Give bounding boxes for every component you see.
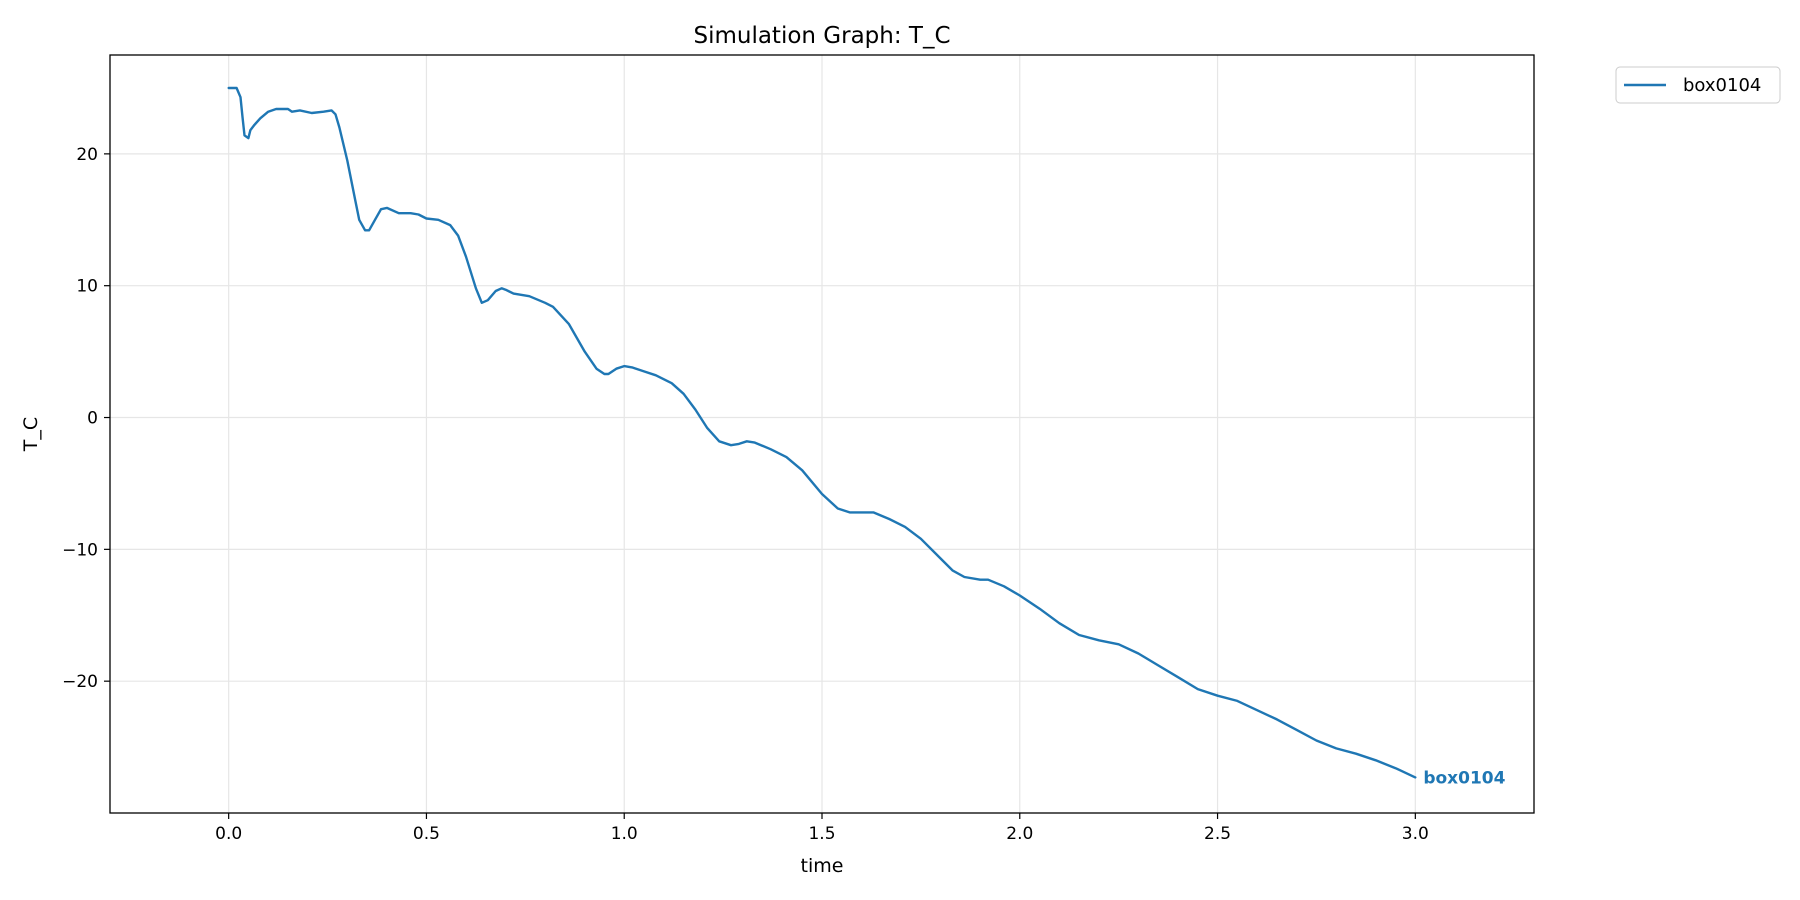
- series-layer: box0104: [227, 86, 1506, 788]
- x-tick-label: 3.0: [1402, 824, 1429, 844]
- y-tick-label: 0: [87, 409, 98, 429]
- x-tick-label: 1.5: [808, 824, 835, 844]
- axis-ticks: 0.0 0.5 1.0 1.5 2.0 2.5 3.0 −20 −10 0 10 20: [62, 145, 1429, 844]
- y-tick-label: 10: [76, 277, 98, 297]
- x-tick-label: 0.0: [215, 824, 242, 844]
- x-tick-label: 2.5: [1204, 824, 1231, 844]
- legend-label: box0104: [1683, 75, 1761, 96]
- x-tick-label: 2.0: [1006, 824, 1033, 844]
- y-tick-label: −10: [62, 540, 98, 560]
- x-axis-label: time: [801, 855, 844, 877]
- series-end-label: box0104: [1423, 768, 1505, 788]
- y-tick-label: −20: [62, 672, 98, 692]
- legend[interactable]: box0104: [1615, 66, 1781, 104]
- x-tick-label: 1.0: [611, 824, 638, 844]
- grid-lines: [110, 55, 1534, 813]
- legend-box: [1615, 66, 1781, 104]
- x-tick-label: 0.5: [413, 824, 440, 844]
- series-line-box0104: [227, 86, 1417, 779]
- y-axis-label: T_C: [20, 417, 42, 452]
- chart-title: Simulation Graph: T_C: [693, 23, 950, 49]
- y-tick-label: 20: [76, 145, 98, 165]
